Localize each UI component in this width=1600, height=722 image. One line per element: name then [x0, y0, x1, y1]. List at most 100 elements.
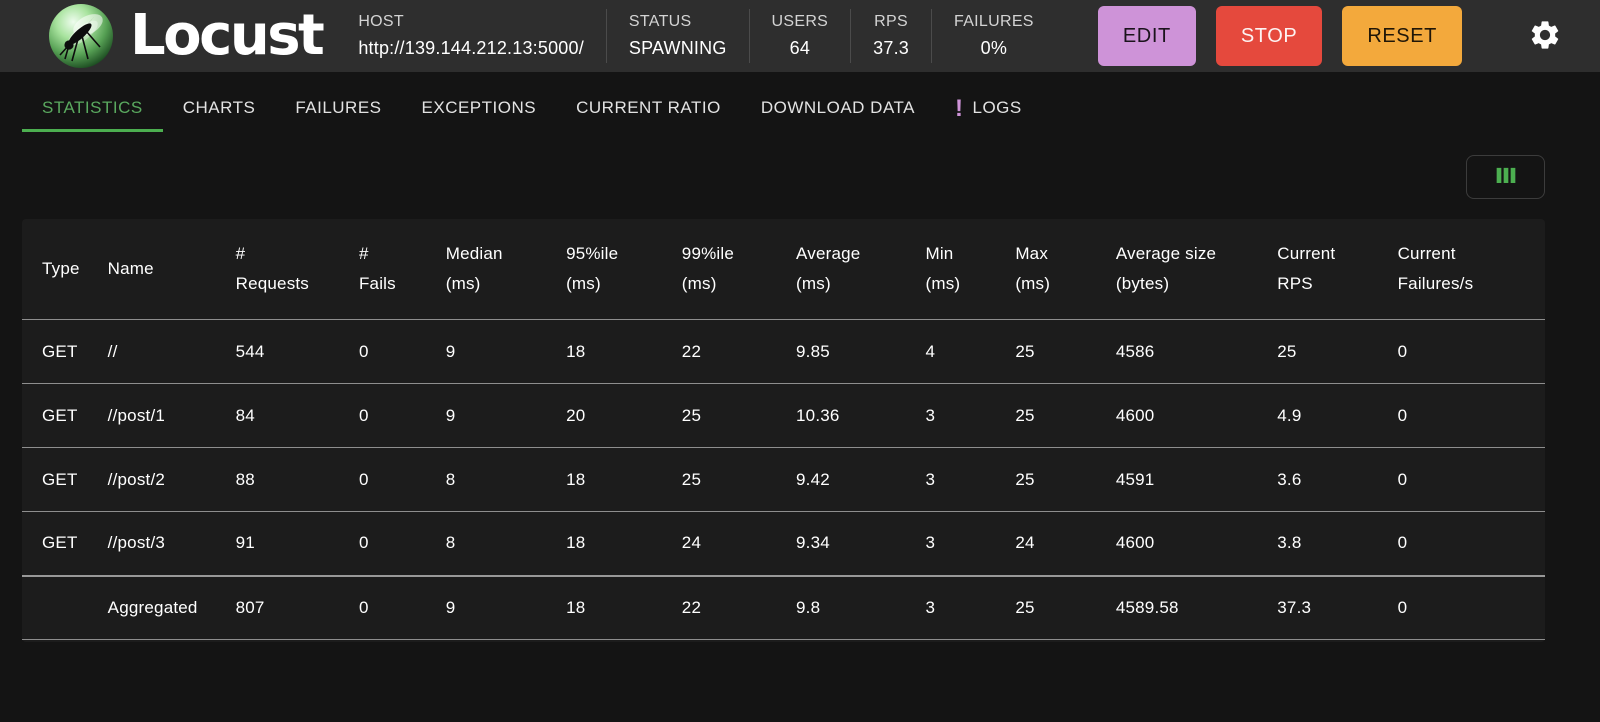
- table-cell: 18: [566, 341, 586, 361]
- column-header-5[interactable]: 95%ile (ms): [566, 244, 619, 293]
- tab-label: STATISTICS: [42, 98, 143, 117]
- tab-logs[interactable]: ! LOGS: [935, 86, 1042, 132]
- view-columns-icon: [1492, 162, 1520, 193]
- tab-download-data[interactable]: DOWNLOAD DATA: [741, 86, 935, 132]
- column-header-6[interactable]: 99%ile (ms): [681, 244, 735, 293]
- tab-current-ratio[interactable]: CURRENT RATIO: [556, 86, 741, 132]
- table-cell: 37.3: [1277, 597, 1312, 617]
- table-cell: //post/2: [107, 469, 166, 489]
- host-label: HOST: [358, 13, 404, 30]
- column-header-9[interactable]: Max (ms): [1015, 244, 1051, 293]
- column-header-8[interactable]: Min (ms): [925, 244, 961, 293]
- host-value: http://139.144.212.13:5000/: [358, 38, 584, 58]
- table-cell: Aggregated: [107, 597, 198, 617]
- table-cell: 84: [235, 405, 255, 425]
- column-selector-button[interactable]: [1466, 155, 1545, 199]
- stop-button[interactable]: STOP: [1215, 6, 1323, 66]
- table-cell: 10.36: [796, 405, 840, 425]
- table-cell: 22: [681, 341, 702, 361]
- table-cell: 0: [358, 533, 369, 553]
- table-cell: 0: [358, 597, 369, 617]
- table-cell: 8: [445, 533, 456, 553]
- table-cell: 25: [1015, 469, 1035, 489]
- table-cell: 9: [445, 597, 456, 617]
- tab-exceptions[interactable]: EXCEPTIONS: [402, 86, 557, 132]
- table-cell: 18: [566, 597, 586, 617]
- table-cell: 0: [358, 405, 369, 425]
- status-block: STATUS SPAWNING: [607, 13, 749, 59]
- table-cell: 24: [1015, 533, 1035, 553]
- table-header-row: Type Name # Requests # Fails Median (ms) 95%i…: [22, 219, 1545, 320]
- column-header-7[interactable]: Average (ms): [796, 244, 861, 293]
- table-cell: 3: [925, 597, 936, 617]
- tab-label: LOGS: [972, 98, 1022, 117]
- users-label: USERS: [771, 13, 829, 30]
- table-row: GET // 544 0 9 18 22 9.85 4 25 4586 25 0: [22, 319, 1545, 384]
- divider: [748, 9, 750, 63]
- tab-charts[interactable]: CHARTS: [163, 86, 276, 132]
- table-row: GET //post/3 91 0 8 18 24 9.34 3 24 4600 3.8 0: [22, 511, 1545, 576]
- table-cell: 4600: [1115, 533, 1155, 553]
- column-header-3[interactable]: # Fails: [358, 244, 396, 293]
- table-cell: 20: [566, 405, 586, 425]
- table-cell: 9: [445, 341, 456, 361]
- column-header-11[interactable]: Current RPS: [1277, 244, 1336, 293]
- column-header-1[interactable]: Name: [107, 259, 154, 278]
- tab-label: CURRENT RATIO: [576, 98, 721, 117]
- failures-label: FAILURES: [954, 13, 1034, 30]
- reset-button[interactable]: RESET: [1342, 6, 1462, 66]
- table-cell: 544: [235, 341, 265, 361]
- table-cell: 807: [235, 597, 265, 617]
- settings-button[interactable]: [1528, 18, 1562, 54]
- table-body: GET//544 0 9 18 22 9.85 4 25 4586 25 0 GET//post/1 8…: [22, 319, 1545, 640]
- table-cell: 9.34: [796, 533, 830, 553]
- failures-block: FAILURES 0%: [932, 13, 1056, 59]
- status-value: SPAWNING: [628, 38, 727, 58]
- tab-label: FAILURES: [295, 98, 382, 117]
- table-row: GET //post/1 84 0 9 20 25 10.36 3 25 4600 4.9 0: [22, 383, 1545, 448]
- table-cell: 91: [235, 533, 255, 553]
- table-cell: [22, 576, 100, 640]
- column-header-0[interactable]: Type: [42, 259, 80, 278]
- table-cell: 4600: [1115, 405, 1155, 425]
- table-toolbar: [0, 132, 1600, 199]
- rps-label: RPS: [874, 13, 908, 30]
- table-cell: 25: [1277, 341, 1297, 361]
- tab-label: CHARTS: [182, 98, 256, 117]
- app-title: Locust: [130, 3, 325, 68]
- column-header-12[interactable]: Current Failures/s: [1397, 244, 1474, 293]
- tab-label: DOWNLOAD DATA: [760, 98, 915, 117]
- table-cell: 25: [681, 405, 702, 425]
- column-header-4[interactable]: Median (ms): [445, 244, 503, 293]
- table-cell: GET: [42, 469, 78, 489]
- table-cell: 3: [925, 533, 936, 553]
- table-cell: 0: [1397, 469, 1408, 489]
- table-cell: 25: [1015, 405, 1035, 425]
- edit-button[interactable]: EDIT: [1097, 6, 1196, 66]
- table-cell: GET: [42, 405, 78, 425]
- table-cell: 0: [358, 469, 369, 489]
- table-cell: 22: [681, 597, 702, 617]
- tab-failures[interactable]: FAILURES: [275, 86, 401, 132]
- table-cell: //post/3: [107, 533, 166, 553]
- table-cell: 3: [925, 405, 936, 425]
- gear-icon: [1528, 21, 1562, 55]
- table-cell: 4586: [1115, 341, 1155, 361]
- table-row: GET //post/2 88 0 8 18 25 9.42 3 25 4591 3.6 0: [22, 447, 1545, 512]
- table-cell: 25: [1015, 341, 1035, 361]
- table-cell: 9.85: [796, 341, 830, 361]
- table-cell: 0: [358, 341, 369, 361]
- table-cell: //: [107, 341, 118, 361]
- rps-value: 37.3: [873, 38, 909, 58]
- table-cell: 0: [1397, 341, 1408, 361]
- header-buttons: EDIT STOP RESET: [1097, 6, 1576, 66]
- table-cell: GET: [42, 341, 78, 361]
- table-cell: 25: [1015, 597, 1035, 617]
- column-header-10[interactable]: Average size (bytes): [1115, 244, 1217, 293]
- tab-statistics[interactable]: STATISTICS: [22, 86, 163, 132]
- table-row-aggregated: Aggregated 807 0 9 18 22 9.8 3 25 4589.58 37.3 0: [22, 575, 1545, 640]
- column-header-2[interactable]: # Requests: [235, 244, 310, 293]
- failures-value: 0%: [980, 38, 1008, 58]
- rps-block: RPS 37.3: [851, 13, 931, 59]
- status-label: STATUS: [628, 13, 692, 30]
